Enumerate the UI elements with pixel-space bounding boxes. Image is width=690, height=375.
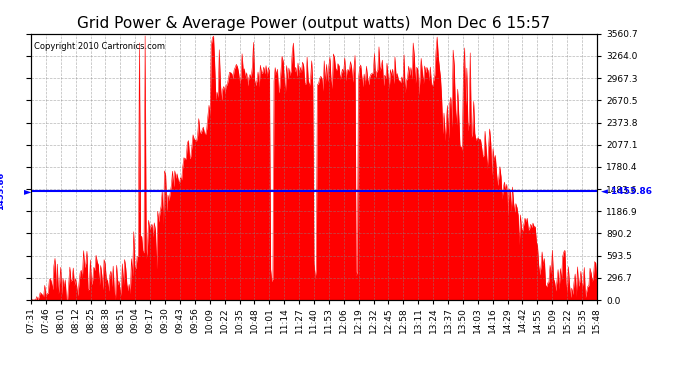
Text: Copyright 2010 Cartronics.com: Copyright 2010 Cartronics.com bbox=[34, 42, 165, 51]
Text: ◄ 1453.86: ◄ 1453.86 bbox=[601, 187, 652, 196]
Text: ►: ► bbox=[23, 186, 31, 196]
Title: Grid Power & Average Power (output watts)  Mon Dec 6 15:57: Grid Power & Average Power (output watts… bbox=[77, 16, 551, 31]
Text: 1453.86: 1453.86 bbox=[0, 172, 5, 210]
